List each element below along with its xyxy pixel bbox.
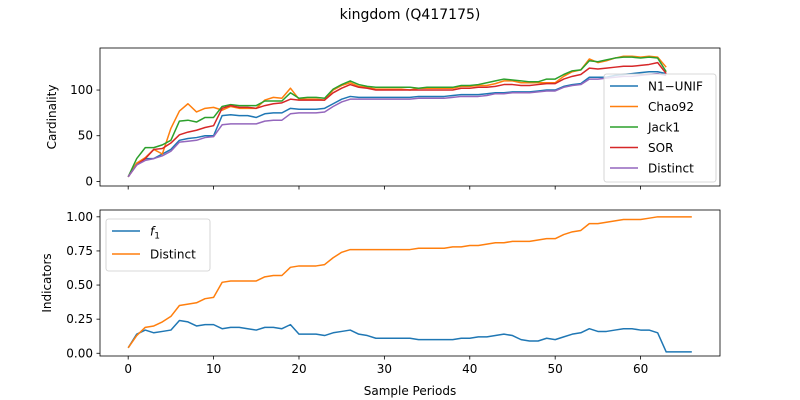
legend-label-1-0: f1 [150,225,160,242]
series-line-0-2 [127,56,667,178]
y-tick-label-0-2: 100 [70,83,93,97]
y-tick-label-1-1: 0.25 [66,312,93,326]
x-tick-label-1-3: 30 [377,362,392,376]
x-tick-label-1-6: 60 [633,362,648,376]
x-tick-label-1-0: 0 [124,362,132,376]
legend-label-0-3: SOR [648,141,673,155]
axes-frame-1 [99,209,721,357]
legend-0: N1−UNIF Chao92 Jack1 SOR Distinct [603,73,717,183]
x-tick-label-1-1: 10 [206,362,221,376]
series-line-1-1 [127,216,692,349]
legend-label-0-4: Distinct [648,162,694,176]
series-line-0-4 [127,72,667,178]
legend-label-1-1: Distinct [150,248,196,262]
panel-indicators: 0 10 20 30 40 50 60 0.00 0.25 0.50 0.75 1.00 Indicat… [40,209,721,398]
y-axis-label-0: Cardinality [45,85,59,150]
legend-label-0-0: N1−UNIF [648,80,703,94]
y-axis-label-1: Indicators [40,253,54,312]
series-line-1-0 [127,319,692,353]
x-tick-label-1-5: 50 [548,362,563,376]
legend-box-0 [603,73,717,183]
x-tick-label-1-4: 40 [462,362,477,376]
series-line-0-3 [127,61,667,178]
y-tick-label-1-2: 0.50 [66,278,93,292]
x-tick-label-1-2: 20 [291,362,306,376]
panel-cardinality: 0 50 100 Cardinality N1−UNIF Chao92 Jack1 SOR Di… [45,47,721,190]
legend-label-0-1: Chao92 [648,100,694,114]
y-tick-label-0-1: 50 [78,129,93,143]
series-line-0-0 [127,71,667,178]
axes-frame-0 [99,47,721,187]
x-axis-label-1: Sample Periods [364,384,456,398]
y-tick-label-1-0: 0.00 [66,346,93,360]
y-tick-label-1-4: 1.00 [66,210,93,224]
legend-label-0-2: Jack1 [647,121,680,135]
y-tick-label-1-3: 0.75 [66,244,93,258]
y-tick-label-0-0: 0 [85,174,93,188]
legend-box-1 [105,218,211,272]
figure-title: kingdom (Q417175) [340,7,481,23]
legend-1: f1 Distinct [105,218,211,272]
